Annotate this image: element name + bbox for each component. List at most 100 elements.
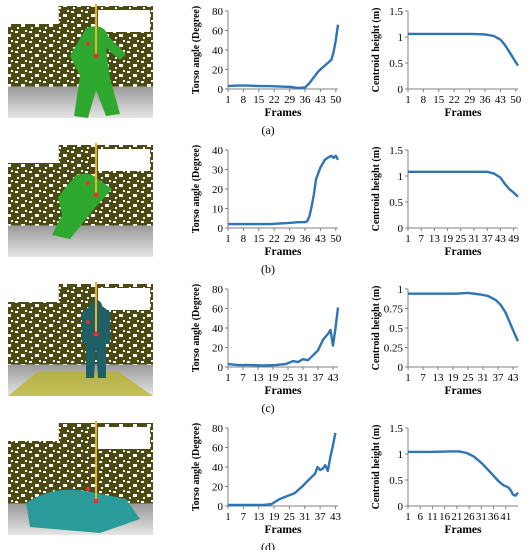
y-tick-label: 0	[218, 84, 224, 96]
panel-label: (b)	[261, 262, 275, 276]
y-axis-title: Centroid height (m)	[371, 8, 382, 93]
y-axis-title: Centroid height (m)	[371, 425, 382, 510]
x-tick-label: 8	[241, 94, 247, 106]
x-tick-label: 26	[464, 511, 476, 523]
x-tick-label: 43	[495, 233, 507, 245]
y-tick-label: 1	[398, 32, 404, 44]
chart-2-torso-angle: 0 10 20 30 40 1 8 15 22 29 36 43 50 Frames Torso angle…	[191, 145, 342, 258]
y-axis-title: Centroid height (m)	[371, 147, 382, 232]
series-line	[408, 291, 520, 342]
y-tick-label: 0.5	[389, 323, 403, 335]
x-tick-label: 19	[442, 233, 454, 245]
y-tick-label: 40	[212, 145, 224, 157]
x-tick-label: 1	[405, 94, 411, 106]
x-tick-label: 13	[433, 372, 445, 384]
y-tick-label: 1.5	[389, 145, 403, 157]
y-tick-label: 0.5	[389, 58, 403, 70]
x-tick-label: 1	[225, 233, 231, 245]
x-tick-label: 25	[463, 372, 475, 384]
depth-image-panel-2	[8, 143, 153, 257]
y-tick-label: 60	[212, 443, 224, 455]
torso-joint	[86, 42, 90, 46]
person-silhouette	[82, 300, 110, 378]
x-axis-title: Frames	[264, 107, 302, 119]
x-tick-label: 29	[284, 94, 296, 106]
x-tick-label: 31	[478, 372, 489, 384]
x-tick-label: 31	[476, 511, 487, 523]
y-tick-label: 20	[212, 184, 224, 196]
series-line	[227, 24, 340, 90]
x-tick-label: 22	[269, 94, 280, 106]
x-tick-label: 36	[300, 94, 312, 106]
x-tick-label: 37	[313, 372, 325, 384]
x-tick-label: 11	[427, 511, 438, 523]
x-tick-label: 25	[455, 233, 467, 245]
x-tick-label: 50	[330, 94, 342, 106]
x-tick-label: 31	[299, 511, 310, 523]
x-tick-label: 31	[298, 372, 309, 384]
y-tick-label: 0	[218, 501, 224, 513]
x-axis-title: Frames	[444, 246, 482, 258]
x-tick-label: 15	[253, 94, 265, 106]
centroid-joint	[93, 53, 99, 59]
x-tick-label: 15	[253, 233, 265, 245]
x-tick-label: 37	[315, 511, 327, 523]
x-tick-label: 7	[420, 372, 426, 384]
x-tick-label: 16	[439, 511, 451, 523]
depth-image-panel-3	[8, 282, 153, 396]
x-tick-label: 50	[510, 94, 522, 106]
y-tick-label: 0	[398, 223, 404, 235]
scene-wall-highlight	[8, 423, 59, 441]
x-tick-label: 22	[449, 94, 460, 106]
x-tick-label: 19	[269, 511, 281, 523]
panel-label: (d)	[261, 540, 275, 550]
centroid-joint	[93, 331, 99, 337]
y-tick-label: 40	[212, 462, 224, 474]
chart-4-torso-angle: 0 20 40 60 80 1 7 13 19 25 31 37 43 Frames Torso angle…	[191, 423, 341, 536]
x-tick-label: 25	[283, 372, 295, 384]
x-tick-label: 41	[500, 511, 511, 523]
x-tick-label: 7	[418, 233, 424, 245]
y-tick-label: 0	[398, 84, 404, 96]
x-tick-label: 7	[240, 372, 246, 384]
y-tick-label: 40	[212, 323, 224, 335]
x-tick-label: 50	[330, 233, 342, 245]
chart-1-torso-angle: 0 20 40 60 80 1 8 15 22 29 36 43 50 Frames Torso angle…	[191, 6, 342, 119]
y-tick-label: 20	[212, 343, 224, 355]
series-line	[227, 307, 340, 367]
y-tick-label: 0.5	[389, 197, 403, 209]
y-tick-label: 80	[212, 284, 224, 296]
depth-image-panel-4	[8, 421, 153, 535]
y-tick-label: 0	[218, 362, 224, 374]
y-tick-label: 1.5	[389, 423, 403, 435]
scene-wall-highlight	[8, 145, 59, 163]
x-tick-label: 19	[268, 372, 280, 384]
centroid-joint	[93, 192, 99, 198]
scene-wall-highlight	[97, 10, 151, 32]
y-tick-label: 0.5	[389, 475, 403, 487]
x-axis-title: Frames	[264, 246, 302, 258]
x-tick-label: 15	[433, 94, 445, 106]
depth-image-panel-1	[8, 4, 153, 119]
y-tick-label: 0	[398, 362, 404, 374]
y-tick-label: 30	[212, 165, 224, 177]
x-axis-title: Frames	[264, 385, 302, 397]
x-tick-label: 1	[225, 372, 231, 384]
x-tick-label: 1	[225, 94, 231, 106]
series-line	[228, 154, 340, 226]
x-tick-label: 8	[241, 233, 247, 245]
torso-joint	[86, 487, 90, 491]
y-tick-label: 80	[212, 423, 224, 435]
centroid-joint	[93, 498, 99, 504]
x-axis-title: Frames	[444, 385, 482, 397]
x-tick-label: 7	[241, 511, 247, 523]
x-tick-label: 43	[495, 94, 507, 106]
y-tick-label: 0.75	[384, 304, 404, 316]
x-tick-label: 29	[284, 233, 296, 245]
y-tick-label: 0	[398, 501, 404, 513]
